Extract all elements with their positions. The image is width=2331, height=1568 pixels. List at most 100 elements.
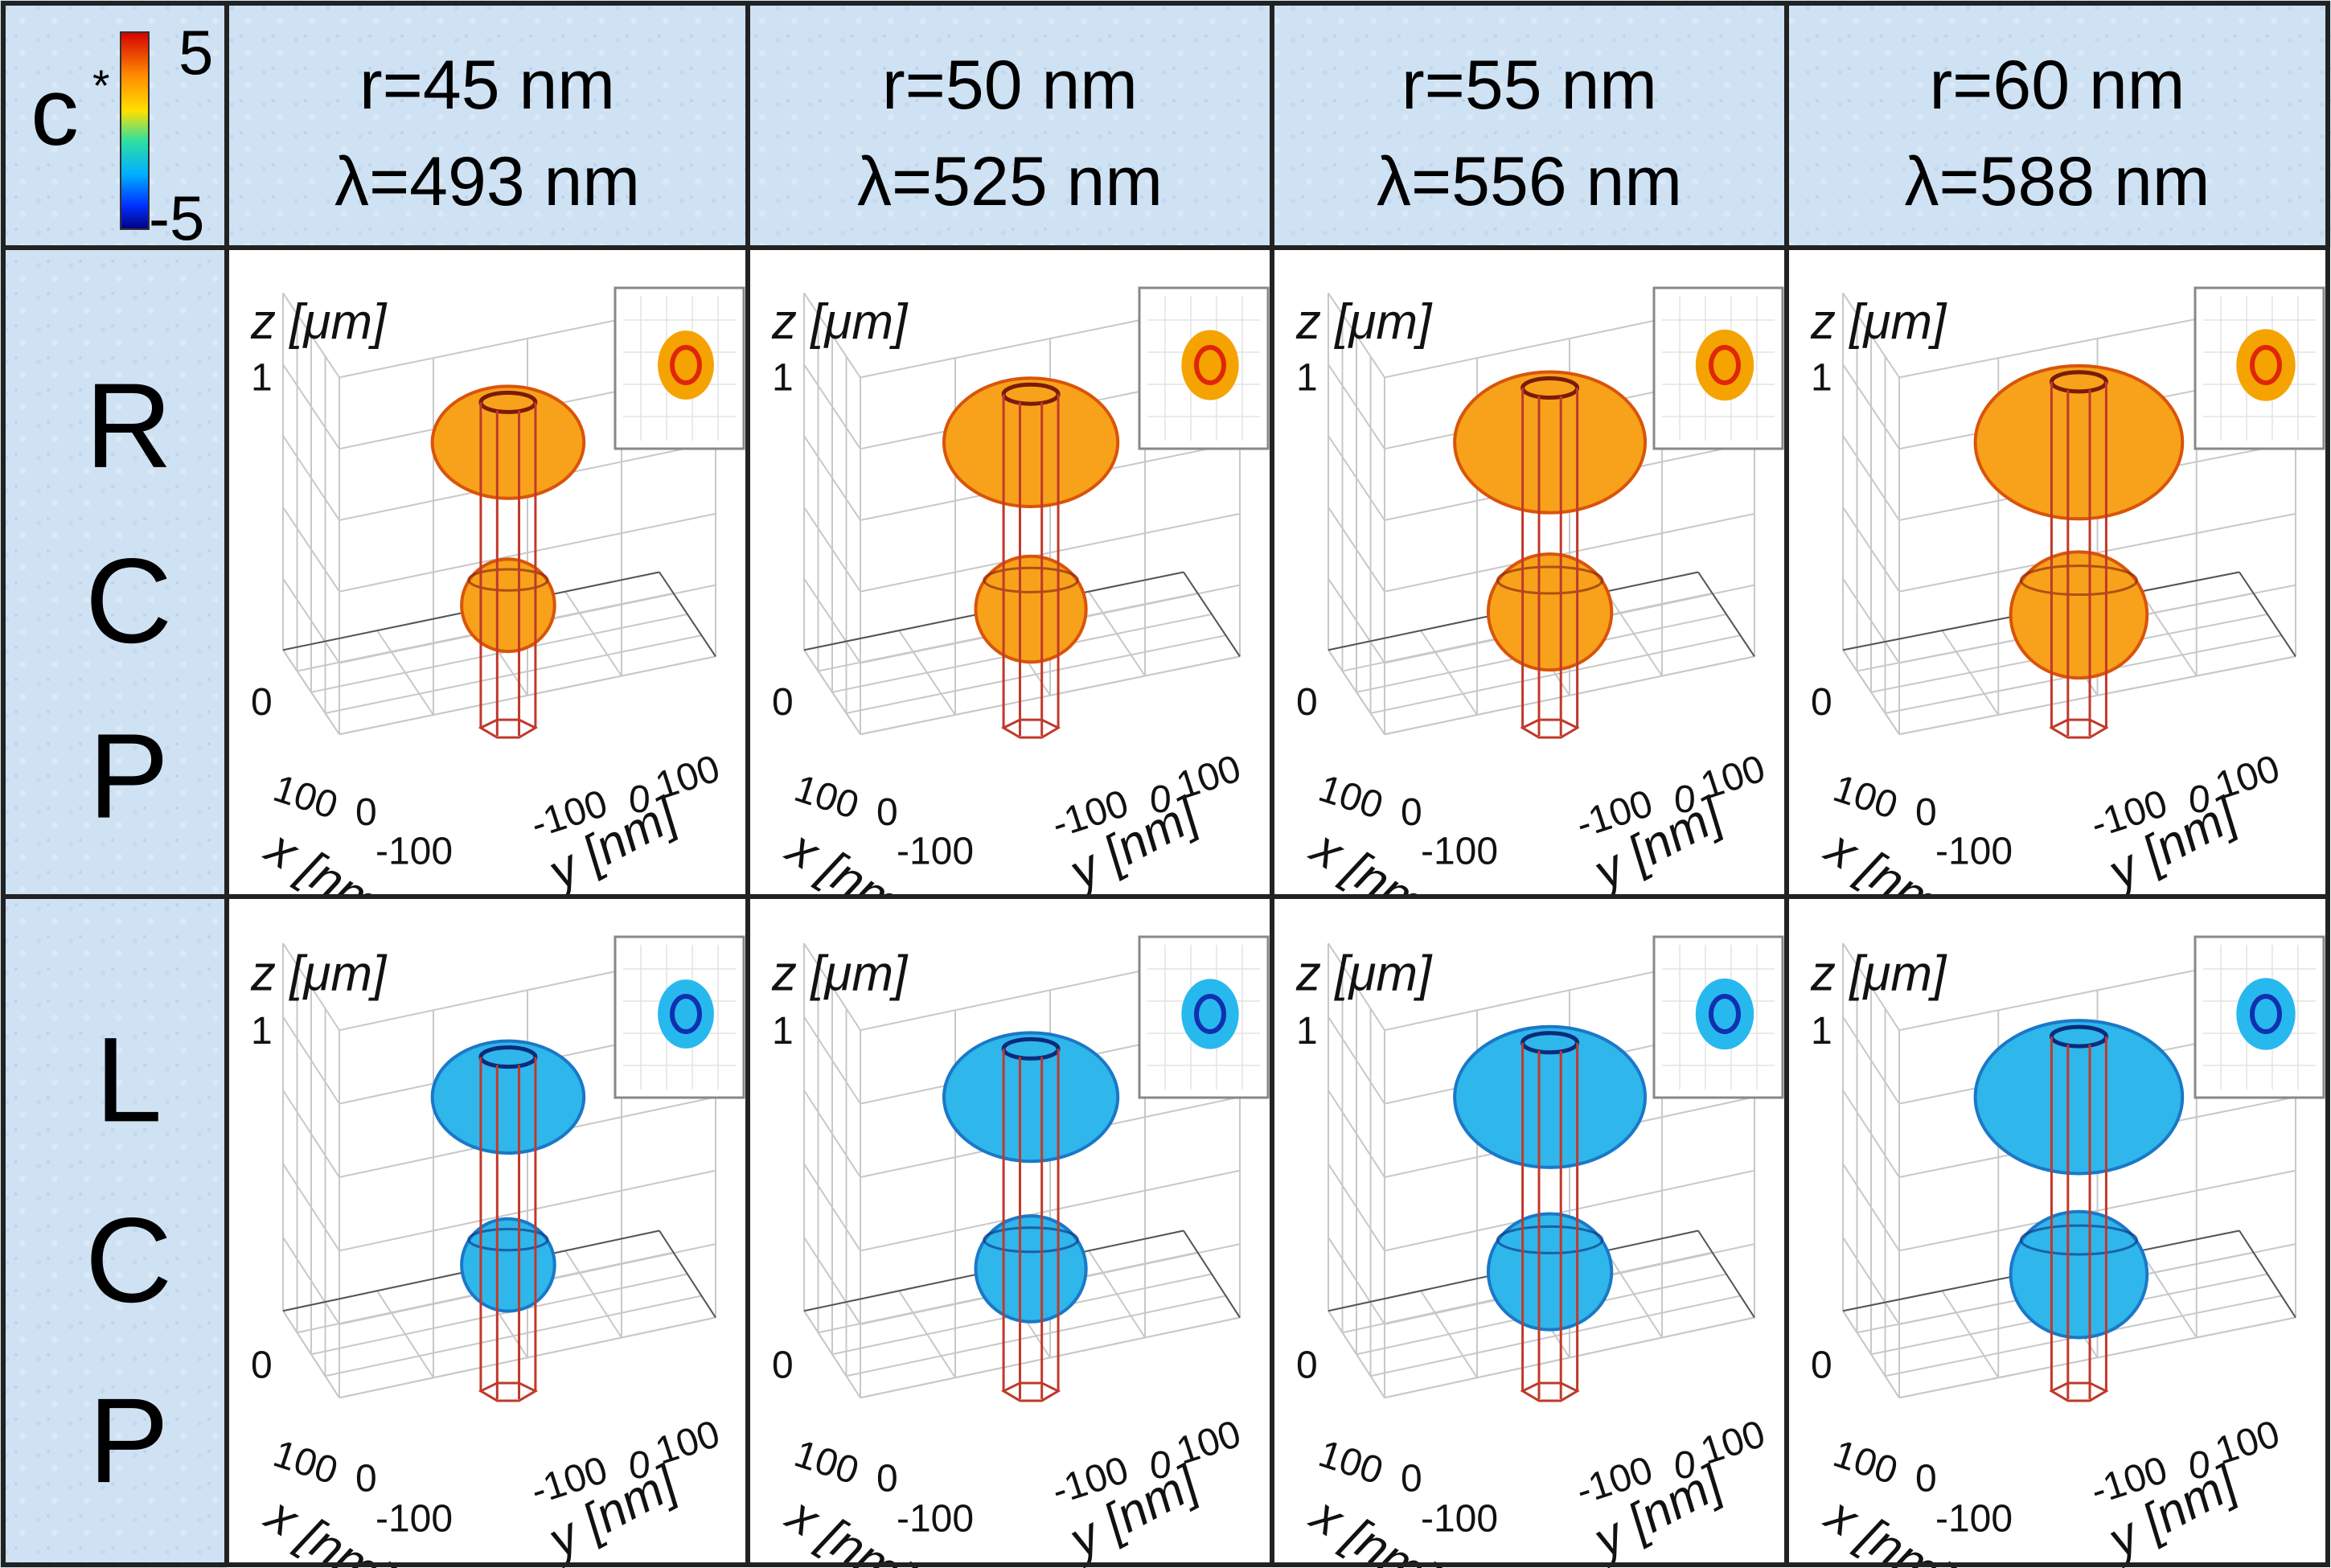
y-tick-0: 0 bbox=[1674, 1444, 1696, 1487]
column-header-r: r=50 nm bbox=[882, 47, 1138, 124]
x-tick-neg100: -100 bbox=[376, 831, 453, 873]
colorbar-max-label: 5 bbox=[179, 17, 213, 88]
nanopillar-wireframe bbox=[478, 390, 539, 739]
x-tick-0: 0 bbox=[876, 791, 898, 834]
topview-inset bbox=[1652, 286, 1784, 450]
nanopillar-wireframe bbox=[478, 1045, 539, 1402]
upper-lobe bbox=[1453, 370, 1648, 515]
column-header-lambda: λ=525 nm bbox=[857, 143, 1163, 220]
row-label-column-bg bbox=[0, 0, 227, 1568]
colorbar-symbol: c bbox=[31, 58, 79, 166]
header-row-bg bbox=[0, 0, 2331, 248]
lobe-rim bbox=[2019, 564, 2138, 597]
row-label-letter: P bbox=[88, 708, 169, 844]
colorbar: c * 5 -5 bbox=[31, 17, 213, 253]
z-tick-1: 1 bbox=[1811, 1010, 1832, 1053]
nearfield-isosurface bbox=[430, 384, 586, 739]
row-label-letter: C bbox=[85, 1192, 172, 1328]
lobe-rim bbox=[983, 566, 1079, 593]
upper-lobe bbox=[942, 1031, 1120, 1164]
topview-inset bbox=[1138, 286, 1270, 450]
z-tick-0: 0 bbox=[1811, 681, 1832, 724]
z-tick-0: 0 bbox=[772, 1344, 794, 1386]
nanopillar-wireframe bbox=[1520, 376, 1580, 739]
nanopillar-wireframe bbox=[2049, 1024, 2109, 1402]
z-tick-1: 1 bbox=[1296, 357, 1318, 400]
lobe-rim bbox=[467, 1227, 549, 1252]
z-axis-label: z [μm] bbox=[1295, 946, 1433, 1001]
upper-lobe bbox=[942, 376, 1120, 508]
nanopillar-wireframe bbox=[1000, 382, 1061, 739]
z-tick-0: 0 bbox=[1296, 681, 1318, 724]
colorbar-gradient bbox=[120, 31, 150, 230]
row-label-letter: P bbox=[88, 1373, 169, 1508]
column-headers: r=45 nm λ=493 nm r=50 nm λ=525 nm r=55 nm λ=5… bbox=[334, 47, 2210, 220]
column-header-lambda: λ=588 nm bbox=[1904, 143, 2210, 220]
colorbar-min-label: -5 bbox=[149, 183, 204, 253]
lower-lobe bbox=[460, 557, 556, 654]
x-tick-0: 0 bbox=[876, 1458, 898, 1500]
z-tick-0: 0 bbox=[772, 681, 794, 724]
z-tick-1: 1 bbox=[1296, 1010, 1318, 1053]
lower-lobe bbox=[460, 1217, 556, 1313]
lower-lobe bbox=[1486, 552, 1614, 672]
y-tick-0: 0 bbox=[629, 778, 650, 821]
x-tick-neg100: -100 bbox=[897, 1497, 974, 1540]
nanopillar-wireframe bbox=[1000, 1036, 1061, 1402]
x-tick-0: 0 bbox=[355, 791, 377, 834]
x-tick-neg100: -100 bbox=[1421, 831, 1498, 873]
row-label-letter: C bbox=[85, 533, 172, 668]
y-tick-0: 0 bbox=[629, 1444, 650, 1487]
column-header-lambda: λ=493 nm bbox=[334, 143, 640, 220]
upper-lobe bbox=[1973, 1019, 2185, 1176]
z-tick-1: 1 bbox=[251, 357, 273, 400]
nearfield-isosurface bbox=[430, 1039, 586, 1402]
x-tick-neg100: -100 bbox=[1421, 1497, 1498, 1540]
lower-lobe bbox=[1486, 1212, 1614, 1332]
nanopillar-wireframe bbox=[2049, 370, 2109, 739]
lobe-rim bbox=[1496, 1225, 1604, 1254]
upper-lobe bbox=[430, 1039, 586, 1155]
z-tick-0: 0 bbox=[251, 681, 273, 724]
z-axis-label: z [μm] bbox=[250, 946, 388, 1001]
z-axis-label: z [μm] bbox=[250, 294, 388, 350]
y-tick-0: 0 bbox=[2189, 1444, 2210, 1487]
lower-lobe bbox=[2009, 1209, 2149, 1340]
y-tick-0: 0 bbox=[1150, 1444, 1172, 1487]
nearfield-isosurface bbox=[1453, 370, 1648, 739]
topview-inset bbox=[614, 286, 745, 450]
topview-inset bbox=[2194, 286, 2325, 450]
x-tick-neg100: -100 bbox=[376, 1497, 453, 1540]
column-header-r: r=45 nm bbox=[359, 47, 615, 124]
z-axis-label: z [μm] bbox=[771, 946, 909, 1001]
z-tick-1: 1 bbox=[772, 357, 794, 400]
lower-lobe bbox=[2009, 550, 2149, 680]
upper-lobe bbox=[430, 384, 586, 500]
z-tick-1: 1 bbox=[1811, 357, 1832, 400]
x-tick-0: 0 bbox=[1401, 791, 1422, 834]
y-tick-0: 0 bbox=[2189, 778, 2210, 821]
nearfield-isosurface bbox=[1453, 1024, 1648, 1402]
topview-inset bbox=[2194, 935, 2325, 1099]
x-tick-neg100: -100 bbox=[897, 831, 974, 873]
lobe-rim bbox=[983, 1226, 1079, 1254]
nearfield-isosurface bbox=[942, 1031, 1120, 1402]
column-header-lambda: λ=556 nm bbox=[1377, 143, 1682, 220]
z-tick-0: 0 bbox=[1811, 1344, 1832, 1386]
y-tick-0: 0 bbox=[1674, 778, 1696, 821]
z-axis-label: z [μm] bbox=[1810, 946, 1947, 1001]
x-tick-neg100: -100 bbox=[1935, 831, 2013, 873]
x-tick-0: 0 bbox=[1915, 791, 1937, 834]
column-header-r: r=55 nm bbox=[1401, 47, 1657, 124]
y-tick-0: 0 bbox=[1150, 778, 1172, 821]
nearfield-isosurface bbox=[1973, 363, 2185, 739]
